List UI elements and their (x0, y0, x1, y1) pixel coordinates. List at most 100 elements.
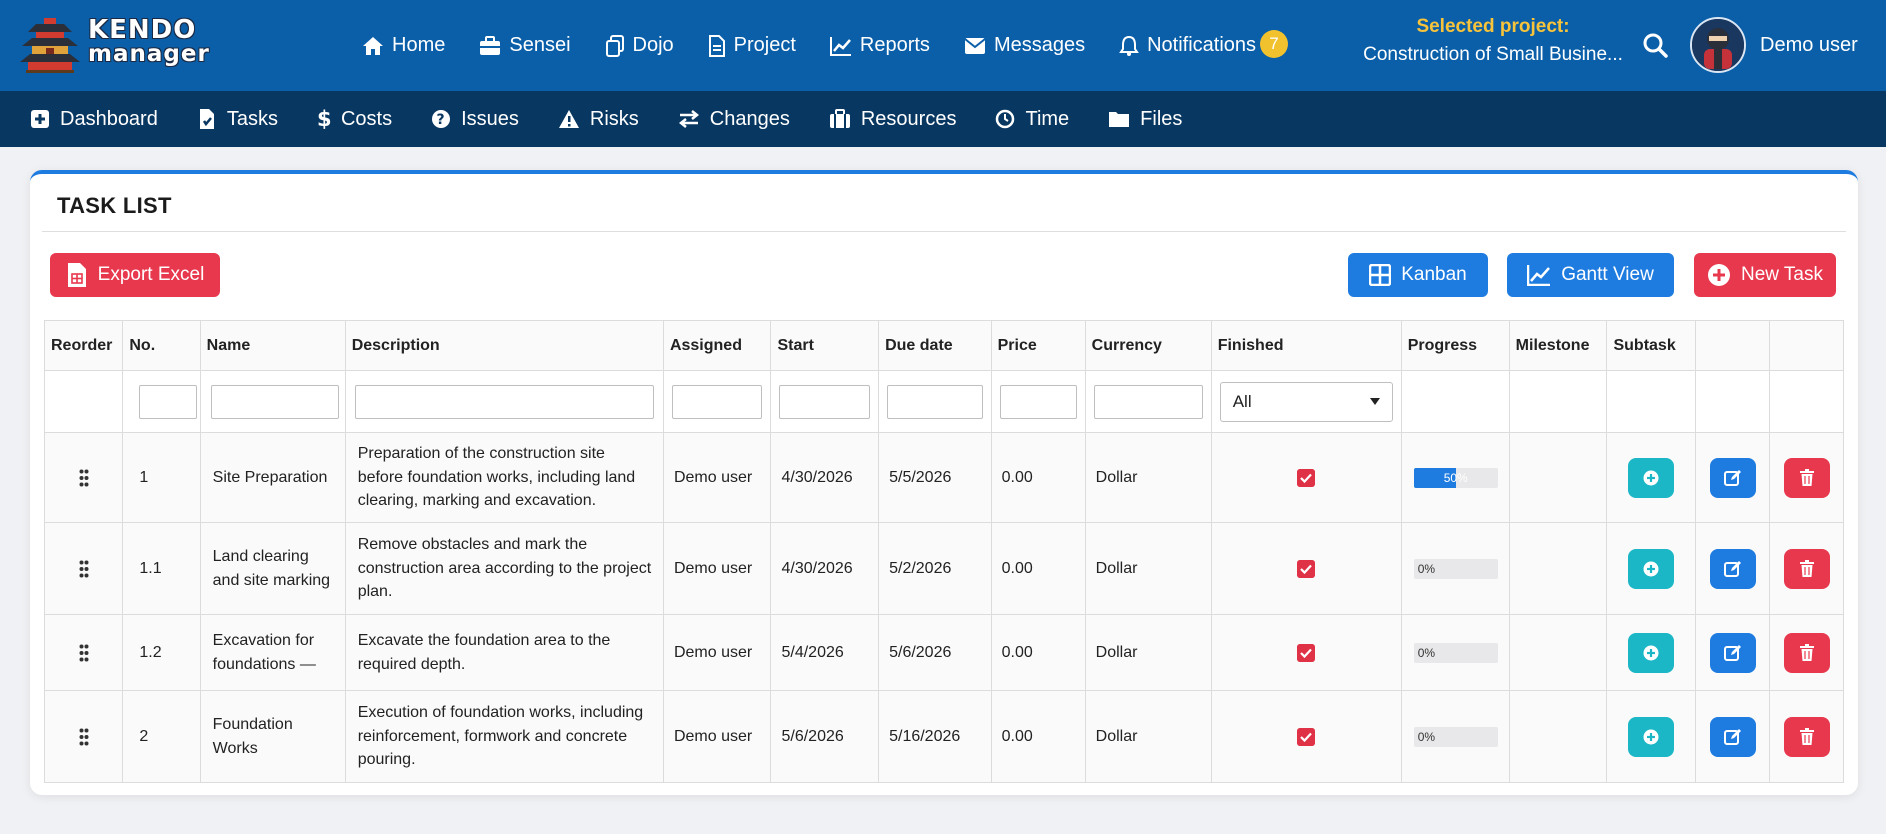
add-subtask-button[interactable] (1628, 548, 1675, 589)
export-excel-button[interactable]: Export Excel (50, 253, 220, 297)
kanban-button[interactable]: Kanban (1348, 253, 1488, 297)
clock-icon (996, 109, 1015, 129)
subnav-files[interactable]: Files (1108, 108, 1182, 131)
finished-checkbox-icon[interactable] (1297, 468, 1316, 487)
col-due-date[interactable]: Due date (878, 320, 992, 371)
edit-task-button[interactable] (1709, 716, 1756, 757)
filter-price-input[interactable] (999, 384, 1077, 419)
add-subtask-button[interactable] (1628, 632, 1675, 673)
col-milestone[interactable]: Milestone (1508, 320, 1608, 371)
svg-text:$: $ (317, 108, 331, 130)
drag-handle-icon[interactable] (79, 560, 89, 578)
col-progress[interactable]: Progress (1400, 320, 1510, 371)
task-milestone (1508, 690, 1608, 783)
table-row[interactable]: 1.1 Land clearing and site marking Remov… (43, 522, 1844, 615)
filter-delete-cell (1769, 370, 1844, 433)
table-row[interactable]: 1.2 Excavation for foundations — Excavat… (43, 614, 1844, 691)
filter-start-cell (770, 370, 880, 433)
col-price[interactable]: Price (990, 320, 1086, 371)
progress-bar-fill (1413, 467, 1456, 488)
filter-due-cell (878, 370, 992, 433)
subnav-risks[interactable]: Risks (558, 108, 639, 131)
topnav-reports[interactable]: Reports (829, 34, 930, 57)
drag-handle-icon[interactable] (79, 644, 89, 662)
topnav-dojo[interactable]: Dojo (605, 34, 674, 57)
add-subtask-button[interactable] (1628, 716, 1675, 757)
task-progress-cell: 0% (1400, 522, 1510, 615)
edit-task-button[interactable] (1709, 457, 1756, 498)
progress-bar: 50% (1413, 467, 1498, 488)
drag-handle-icon[interactable] (79, 728, 89, 746)
col-currency[interactable]: Currency (1084, 320, 1212, 371)
task-name: Excavation for foundations — (199, 614, 346, 691)
edit-icon (1723, 728, 1741, 745)
finished-checkbox-icon[interactable] (1297, 727, 1316, 746)
edit-task-button[interactable] (1709, 632, 1756, 673)
search-button[interactable] (1640, 30, 1670, 60)
col-start[interactable]: Start (770, 320, 880, 371)
finished-checkbox-icon[interactable] (1297, 643, 1316, 662)
topnav-sensei-label: Sensei (509, 34, 571, 56)
subnav-time[interactable]: Time (995, 108, 1069, 131)
col-finished[interactable]: Finished (1210, 320, 1402, 371)
subnav-resources[interactable]: Resources (829, 108, 956, 131)
col-subtask[interactable]: Subtask (1606, 320, 1697, 371)
subnav-changes[interactable]: Changes (678, 108, 790, 131)
project-selector[interactable]: Selected project: Construction of Small … (1352, 16, 1634, 66)
delete-cell (1769, 690, 1844, 783)
filter-due-input[interactable] (887, 384, 983, 419)
subtask-cell (1606, 522, 1697, 615)
topnav-home[interactable]: Home (362, 34, 445, 57)
filter-assigned-input[interactable] (671, 384, 763, 419)
task-progress-cell: 50% (1400, 432, 1510, 523)
delete-task-button[interactable] (1783, 716, 1830, 757)
filter-description-input[interactable] (354, 384, 654, 419)
add-subtask-button[interactable] (1628, 457, 1675, 498)
topnav-sensei[interactable]: Sensei (479, 34, 571, 57)
task-due-date: 5/16/2026 (878, 690, 992, 783)
filter-price-cell (990, 370, 1086, 433)
filter-start-input[interactable] (779, 384, 871, 419)
col-description[interactable]: Description (344, 320, 664, 371)
subnav-tasks[interactable]: Tasks (197, 108, 278, 131)
delete-task-button[interactable] (1783, 632, 1830, 673)
task-name: Land clearing and site marking (199, 522, 346, 615)
task-assigned: Demo user (662, 690, 772, 783)
drag-handle-icon[interactable] (79, 469, 89, 487)
subnav-issues[interactable]: ? Issues (431, 108, 519, 131)
task-number: 1.1 (122, 522, 201, 615)
col-reorder[interactable]: Reorder (43, 320, 124, 371)
table-row[interactable]: 1 Site Preparation Preparation of the co… (43, 432, 1844, 523)
notification-count-badge: 7 (1260, 29, 1289, 58)
topnav-messages[interactable]: Messages (964, 34, 1085, 57)
filter-currency-input[interactable] (1093, 384, 1203, 419)
subnav-issues-label: Issues (461, 107, 519, 130)
avatar[interactable] (1690, 17, 1746, 73)
filter-no-input[interactable] (139, 384, 197, 419)
task-start: 5/6/2026 (770, 690, 880, 783)
task-description: Remove obstacles and mark the constructi… (344, 522, 664, 615)
edit-icon (1723, 469, 1741, 486)
table-row[interactable]: 2 Foundation Works Execution of foundati… (43, 690, 1844, 783)
col-name[interactable]: Name (199, 320, 346, 371)
col-assigned[interactable]: Assigned (662, 320, 772, 371)
delete-task-button[interactable] (1783, 457, 1830, 498)
finished-filter-select[interactable]: All (1219, 381, 1393, 422)
subnav-costs[interactable]: $ Costs (317, 108, 392, 131)
col-no[interactable]: No. (122, 320, 201, 371)
user-name[interactable]: Demo user (1760, 34, 1858, 56)
topnav-notifications[interactable]: Notifications 7 (1119, 29, 1289, 60)
briefcase-icon (480, 35, 501, 55)
export-excel-label: Export Excel (97, 264, 205, 285)
edit-cell (1695, 614, 1771, 691)
edit-task-button[interactable] (1709, 548, 1756, 589)
gantt-view-button[interactable]: Gantt View (1507, 253, 1674, 297)
delete-task-button[interactable] (1783, 548, 1830, 589)
topnav-reports-label: Reports (859, 34, 930, 56)
topnav-project[interactable]: Project (708, 34, 796, 57)
new-task-button[interactable]: New Task (1694, 253, 1836, 297)
app-logo[interactable]: KENDO manager (20, 16, 209, 76)
finished-checkbox-icon[interactable] (1297, 559, 1316, 578)
filter-name-input[interactable] (210, 384, 339, 419)
subnav-dashboard[interactable]: Dashboard (30, 108, 158, 131)
